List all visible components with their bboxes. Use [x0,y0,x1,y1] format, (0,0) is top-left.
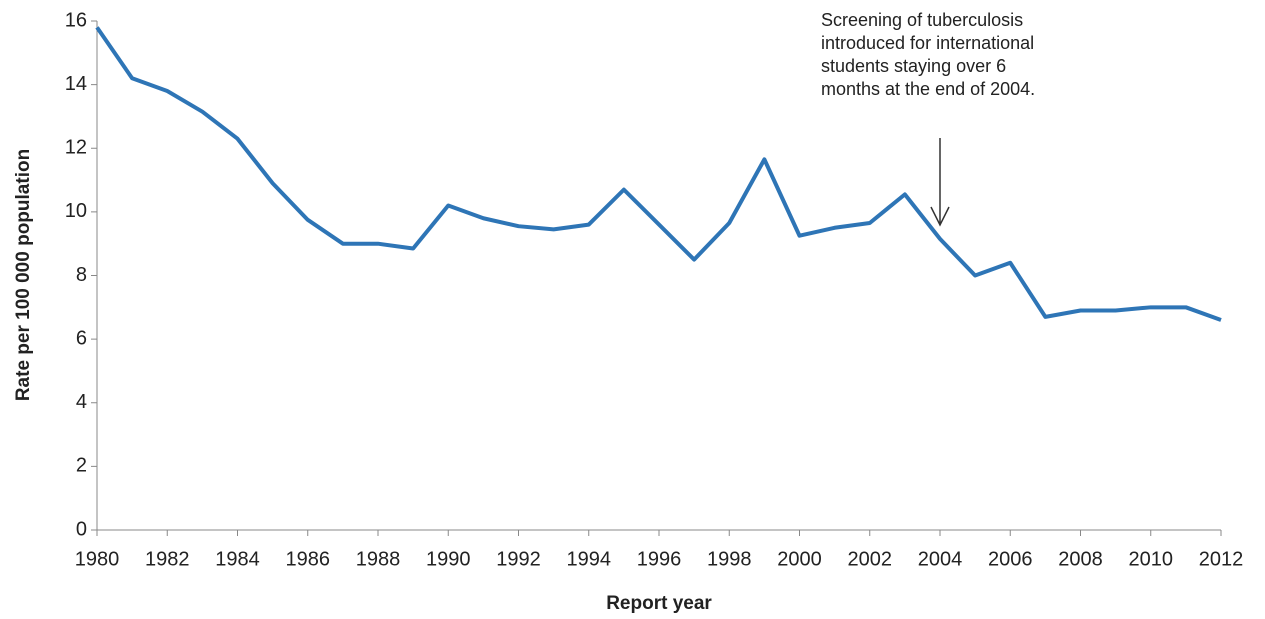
x-tick-label: 1996 [637,548,682,570]
annotation-text: introduced for international [821,33,1034,53]
x-tick-label: 1984 [215,548,260,570]
x-tick-label: 1988 [356,548,401,570]
y-tick-label: 6 [76,327,87,349]
y-tick-label: 4 [76,391,87,413]
x-tick-label: 1982 [145,548,190,570]
x-tick-label: 2010 [1129,548,1174,570]
x-tick-label: 2008 [1058,548,1103,570]
annotation-text: Screening of tuberculosis [821,10,1023,30]
x-tick-label: 1992 [496,548,541,570]
x-tick-label: 2002 [848,548,893,570]
y-axis-title: Rate per 100 000 population [13,149,34,401]
x-tick-label: 2006 [988,548,1033,570]
y-tick-label: 16 [65,9,87,31]
x-tick-label: 1986 [286,548,331,570]
y-tick-label: 2 [76,455,87,477]
annotation-arrow [930,138,950,227]
x-tick-label: 2012 [1199,548,1244,570]
y-tick-label: 8 [76,264,87,286]
annotation-text: students staying over 6 [821,56,1006,76]
x-axis-title: Report year [606,593,712,614]
x-tick-label: 1990 [426,548,471,570]
x-tick-label: 1998 [707,548,752,570]
y-tick-label: 0 [76,518,87,540]
y-tick-label: 12 [65,137,87,159]
y-tick-label: 10 [65,200,87,222]
annotation-text: months at the end of 2004. [821,79,1035,99]
x-tick-label: 1980 [75,548,120,570]
x-tick-label: 1994 [567,548,612,570]
line [95,26,1222,322]
x-tick-label: 2004 [918,548,963,570]
y-tick-label: 14 [65,73,87,95]
x-tick-label: 2000 [777,548,822,570]
